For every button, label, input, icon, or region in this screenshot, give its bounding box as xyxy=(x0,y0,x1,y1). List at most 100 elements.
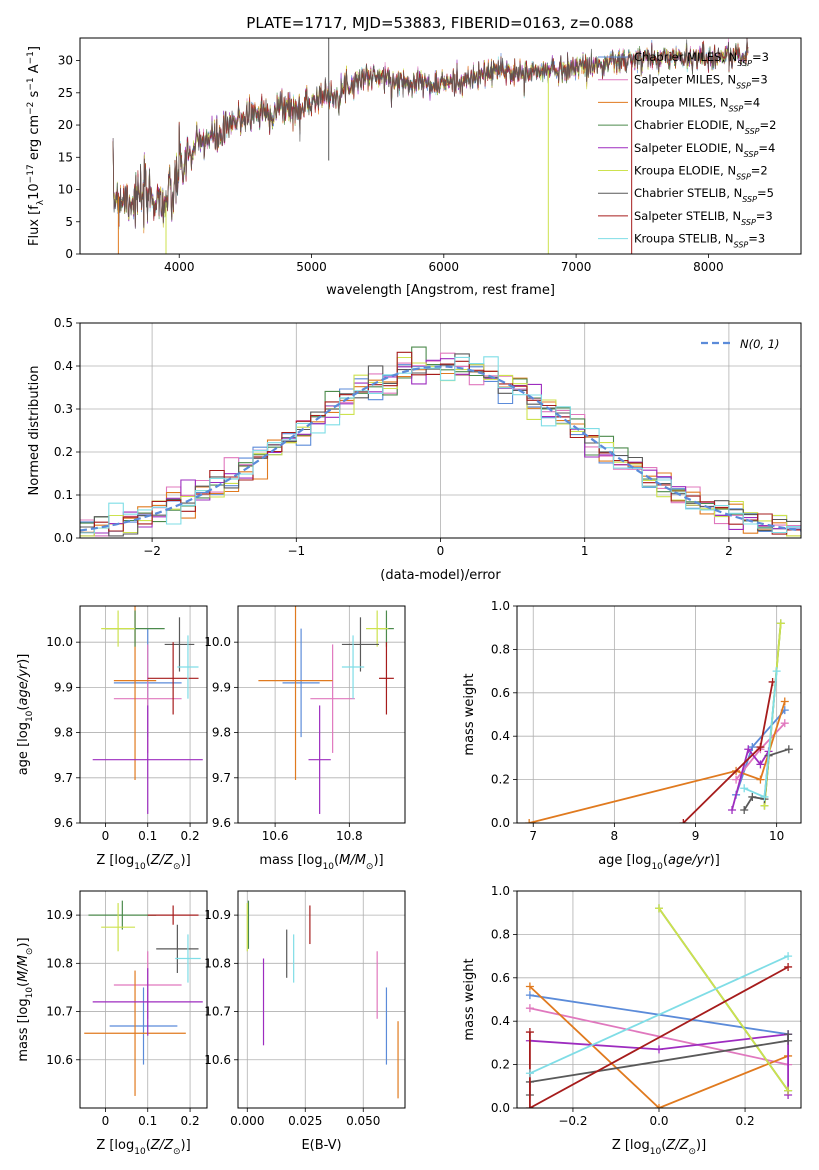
y-tick-label: 30 xyxy=(58,54,73,68)
x-tick-label: 0.0 xyxy=(649,1114,668,1128)
axes-frame xyxy=(237,605,406,824)
y-tick-label: 20 xyxy=(58,118,73,132)
y-tick-label: 1.0 xyxy=(491,599,510,613)
y-tick-label: 5 xyxy=(65,215,73,229)
y-tick-label: 0 xyxy=(65,247,73,261)
x-axis-label: (data-model)/error xyxy=(380,568,501,583)
errorbar-salpeter-stelib xyxy=(379,642,394,715)
x-tick-label: 0 xyxy=(102,829,110,843)
series-kroupa-miles xyxy=(525,697,789,823)
axes-frame xyxy=(516,605,802,824)
x-tick-label: 8000 xyxy=(693,260,724,274)
y-tick-label: 0.6 xyxy=(491,971,510,985)
series-marker xyxy=(748,792,757,801)
y-axis-label: mass [log10(M/M⊙)] xyxy=(16,937,35,1061)
y-tick-label: 0.2 xyxy=(491,773,510,787)
y-tick-label: 10.7 xyxy=(46,1005,73,1019)
y-tick-label: 10.9 xyxy=(204,908,231,922)
series-line xyxy=(529,1033,789,1095)
plot-area xyxy=(92,606,203,814)
x-tick-label: 2 xyxy=(725,544,733,558)
series-marker xyxy=(780,719,789,728)
errorbar-salpeter-miles xyxy=(310,644,355,753)
series-line xyxy=(529,1007,789,1066)
series-marker xyxy=(780,697,789,706)
legend-label: Chabrier MILES, NSSP=3 xyxy=(634,50,769,68)
y-tick-label: 0.0 xyxy=(491,1101,510,1115)
y-axis-label: mass weight xyxy=(462,958,477,1040)
x-tick-label: 0 xyxy=(437,544,445,558)
legend: Chabrier MILES, NSSP=3 Salpeter MILES, NS… xyxy=(598,50,776,249)
series-line xyxy=(529,955,789,1075)
y-tick-label: 10 xyxy=(58,183,73,197)
errorbar-kroupa-miles xyxy=(84,970,186,1096)
x-tick-label: 7000 xyxy=(561,260,592,274)
series-marker xyxy=(525,1028,534,1037)
y-tick-label: 9.8 xyxy=(54,726,73,740)
errorbar-chabrier-stelib xyxy=(164,617,195,672)
x-tick-label: 5000 xyxy=(296,260,327,274)
series-kroupa-stelib xyxy=(525,952,793,1078)
errorbar-kroupa-stelib xyxy=(341,635,365,699)
x-axis-label: wavelength [Angstrom, rest frame] xyxy=(326,283,555,298)
y-tick-label: 9.7 xyxy=(212,771,231,785)
y-axis-label: age [log10(age/yr)] xyxy=(16,654,35,776)
y-tick-label: 0.4 xyxy=(491,1014,510,1028)
errorbar-kroupa-miles xyxy=(258,606,333,781)
series-marker xyxy=(679,819,688,823)
x-tick-label: 8 xyxy=(611,829,619,843)
series-marker xyxy=(728,805,737,814)
y-tick-label: 10.6 xyxy=(204,1053,231,1067)
x-axis-label: Z [log10(Z/Z⊙)] xyxy=(96,1138,190,1157)
y-tick-label: 10.6 xyxy=(46,1053,73,1067)
series-line xyxy=(528,701,786,823)
x-axis-label: Z [log10(Z/Z⊙)] xyxy=(96,853,190,872)
figure-title: PLATE=1717, MJD=53883, FIBERID=0163, z=0… xyxy=(246,14,633,32)
series-marker xyxy=(525,1069,534,1078)
histogram-salpeter-elodie xyxy=(80,358,801,537)
x-tick-label: 0.1 xyxy=(138,829,157,843)
errorbar-chabrier-elodie xyxy=(88,900,157,930)
series-marker xyxy=(772,667,781,676)
series-marker xyxy=(756,743,765,752)
series-marker xyxy=(525,1004,534,1013)
y-axis-label: mass weight xyxy=(462,673,477,755)
series-line xyxy=(682,681,774,823)
histogram-kroupa-stelib xyxy=(80,356,801,534)
y-tick-label: 1.0 xyxy=(491,884,510,898)
x-tick-label: 0.050 xyxy=(346,1114,380,1128)
series-marker xyxy=(784,1030,793,1039)
y-tick-label: 0.4 xyxy=(491,729,510,743)
panel-massweight_vs_Z: −0.2 0.0 0.2 0.0 0.2 0.4 0.6 0.8 1.0 Z [log10(Z/Z… xyxy=(462,884,802,1157)
x-tick-label: 0 xyxy=(102,1114,110,1128)
y-axis-label: Normed distribution xyxy=(27,366,42,496)
y-tick-label: 0.2 xyxy=(491,1058,510,1072)
y-tick-label: 0.0 xyxy=(54,531,73,545)
x-tick-label: 1 xyxy=(581,544,589,558)
errorbar-salpeter-elodie xyxy=(92,968,203,1036)
panel-spectrum: 4000 5000 6000 7000 8000 0 5 10 15 20 25 30 waveleng… xyxy=(26,37,802,298)
series-marker xyxy=(784,745,793,754)
series-marker xyxy=(655,1045,663,1054)
series-marker xyxy=(740,784,749,793)
errorbar-kroupa-elodie xyxy=(101,903,136,952)
series-line xyxy=(731,747,770,811)
normal-curve xyxy=(80,365,801,532)
legend-label: Salpeter ELODIE, NSSP=4 xyxy=(634,141,775,159)
errorbar-kroupa-stelib xyxy=(177,635,199,699)
axes-frame xyxy=(79,890,208,1109)
x-tick-label: 6000 xyxy=(429,260,460,274)
plot-area xyxy=(258,606,394,814)
y-tick-label: 10.8 xyxy=(204,956,231,970)
y-tick-label: 25 xyxy=(58,86,73,100)
series-line xyxy=(658,907,789,1092)
series-marker xyxy=(748,743,757,752)
spectrum-line-kroupa-elodie xyxy=(112,39,749,231)
series-line xyxy=(529,985,789,1108)
legend-label: N(0, 1) xyxy=(740,337,780,351)
x-tick-label: 4000 xyxy=(164,260,195,274)
y-tick-label: 10.0 xyxy=(46,635,73,649)
x-tick-label: 10 xyxy=(769,829,784,843)
y-tick-label: 10.0 xyxy=(204,635,231,649)
axes-frame xyxy=(79,605,208,824)
